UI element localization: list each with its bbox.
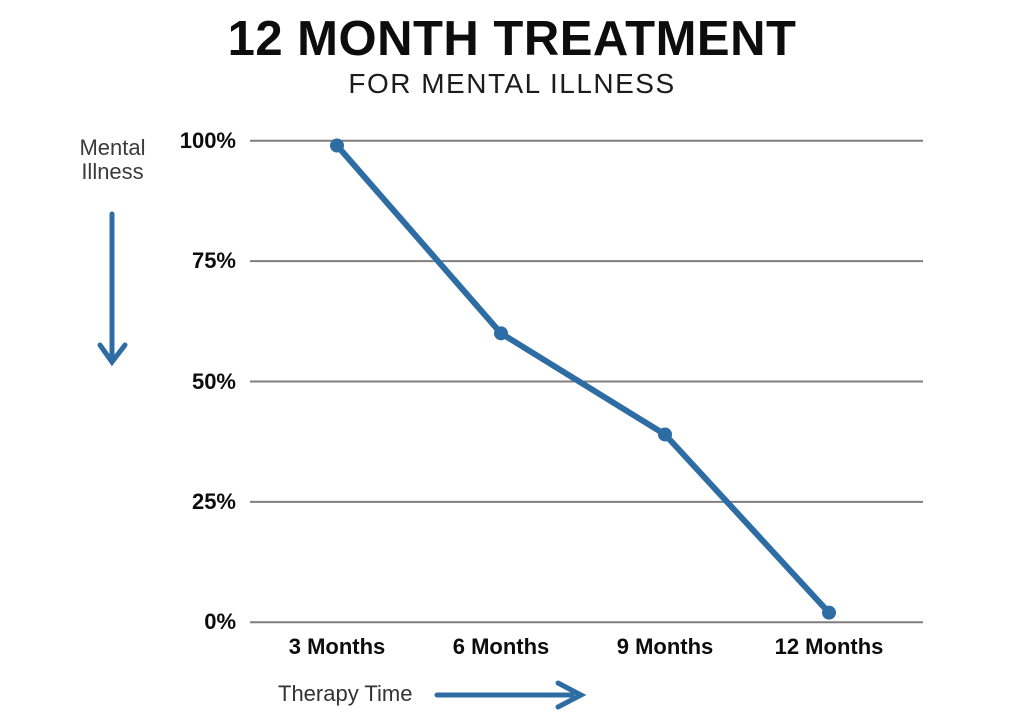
y-tick-label: 100% <box>179 127 236 153</box>
x-category-label: 9 Months <box>616 634 714 659</box>
x-category-label: 6 Months <box>452 634 550 659</box>
data-point-marker <box>822 605 836 620</box>
right-arrow-icon <box>434 680 587 710</box>
y-tick-label: 25% <box>191 488 236 514</box>
x-category-label: 3 Months <box>288 634 386 659</box>
y-axis-annotation-line2: Illness <box>81 159 144 184</box>
y-axis-annotation: Mental Illness <box>40 136 185 184</box>
y-axis-annotation-line1: Mental <box>79 135 146 160</box>
data-series <box>330 138 836 620</box>
gridlines <box>250 139 923 624</box>
down-arrow-icon <box>97 211 128 367</box>
data-point-marker <box>330 138 344 153</box>
x-category-label: 12 Months <box>774 634 884 659</box>
x-axis-annotation: Therapy Time <box>278 681 413 706</box>
y-tick-label: 75% <box>191 248 236 274</box>
data-point-marker <box>658 427 672 442</box>
y-tick-label: 0% <box>204 609 236 635</box>
data-point-marker <box>494 326 508 341</box>
chart-title: 12 MONTH TREATMENT <box>227 12 797 66</box>
y-tick-label: 50% <box>191 368 236 394</box>
chart-subtitle: FOR MENTAL ILLNESS <box>348 68 676 99</box>
trend-line <box>334 142 832 616</box>
